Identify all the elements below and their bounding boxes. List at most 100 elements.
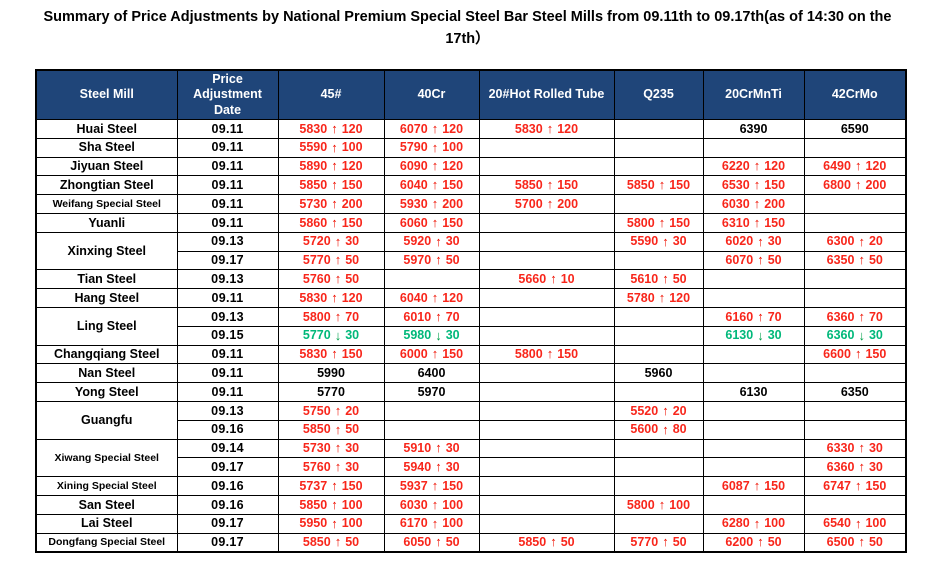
- price-cell: [478, 400, 615, 421]
- price-cell: 5700 ↑ 200: [478, 194, 615, 214]
- change-value: 100: [669, 497, 691, 512]
- price-cell-content: 5860 ↑ 150: [299, 216, 362, 229]
- change-value: 50: [672, 535, 687, 550]
- price-cell-content: 6600 ↑ 150: [823, 347, 887, 362]
- price-cell: 5850 ↑ 150: [613, 175, 704, 196]
- price-cell: [803, 212, 907, 233]
- date-cell: 09.11: [176, 156, 279, 177]
- price-cell-content: 5720 ↑ 30: [303, 235, 359, 248]
- price-cell: 5850 ↑ 50: [478, 532, 615, 553]
- price-cell: 5890 ↑ 120: [277, 156, 385, 177]
- change-value: 70: [345, 309, 360, 324]
- price-value: 6330: [826, 441, 855, 456]
- price-value: 6360: [826, 459, 855, 474]
- price-value: 5860: [299, 215, 328, 230]
- price-value: 6360: [826, 328, 855, 343]
- price-value: 6590: [840, 121, 869, 136]
- up-arrow-icon: ↑: [334, 308, 342, 324]
- price-cell-content: 5600 ↑ 80: [630, 423, 686, 436]
- date-cell: 09.13: [176, 306, 279, 327]
- price-cell-content: 5730 ↑ 200: [299, 196, 362, 211]
- price-cell: 5770 ↑ 50: [613, 532, 704, 553]
- price-cell: [478, 231, 615, 252]
- table-row: 09.16 5850 ↑ 50 5600 ↑ 80: [36, 419, 907, 440]
- column-header: 42CrMo: [803, 69, 907, 120]
- up-arrow-icon: ↑: [431, 214, 439, 230]
- change-value: 150: [865, 347, 887, 362]
- change-value: 150: [764, 478, 786, 493]
- up-arrow-icon: ↑: [858, 252, 865, 268]
- price-cell: [803, 194, 907, 214]
- change-value: 50: [345, 422, 360, 437]
- price-value: 5750: [302, 403, 331, 418]
- date-cell: 09.11: [176, 175, 279, 196]
- date-cell: 09.17: [176, 457, 279, 478]
- change-value: 200: [442, 196, 464, 211]
- price-cell: [702, 400, 805, 421]
- price-cell: 5600 ↑ 80: [613, 419, 704, 440]
- price-cell: [613, 306, 704, 327]
- change-value: 200: [764, 196, 786, 211]
- steel-mill-cell: Sha Steel: [35, 137, 178, 158]
- price-cell-content: 6030 ↑ 200: [722, 196, 786, 212]
- price-value: 5800: [514, 347, 543, 362]
- price-cell: 6360 ↑ 70: [803, 306, 907, 327]
- price-value: 5520: [630, 403, 659, 418]
- steel-mill-cell: Hang Steel: [35, 288, 178, 308]
- price-cell: 5770: [277, 382, 385, 402]
- up-arrow-icon: ↑: [431, 290, 439, 306]
- price-cell: [803, 400, 907, 421]
- steel-mill-cell: Dongfang Special Steel: [35, 532, 178, 553]
- price-cell: [613, 382, 704, 402]
- up-arrow-icon: ↑: [435, 534, 442, 550]
- change-value: 150: [341, 178, 363, 193]
- up-arrow-icon: ↑: [334, 271, 342, 287]
- price-value: 6800: [823, 178, 851, 193]
- up-arrow-icon: ↑: [753, 196, 761, 212]
- price-value: 5850: [299, 497, 328, 512]
- price-cell: 6070 ↑ 50: [702, 250, 805, 271]
- price-value: 6010: [403, 309, 432, 324]
- up-arrow-icon: ↑: [662, 402, 669, 418]
- price-value: 5850: [299, 178, 328, 193]
- date-cell: 09.13: [176, 400, 279, 421]
- up-arrow-icon: ↑: [331, 120, 338, 136]
- price-cell: 5970 ↑ 50: [383, 250, 480, 271]
- price-value: 5730: [302, 441, 331, 456]
- up-arrow-icon: ↑: [331, 214, 338, 230]
- price-cell: 5610 ↑ 50: [613, 269, 704, 290]
- change-value: 30: [345, 441, 360, 456]
- up-arrow-icon: ↑: [334, 440, 342, 456]
- price-cell: [478, 325, 615, 346]
- change-value: 20: [345, 403, 360, 418]
- price-value: 5600: [630, 422, 659, 437]
- price-cell: 6600 ↑ 150: [803, 344, 907, 365]
- price-cell: [702, 363, 805, 384]
- price-cell: 5590 ↑ 100: [277, 137, 385, 158]
- price-cell-content: 5890 ↑ 120: [299, 159, 362, 173]
- up-arrow-icon: ↑: [334, 534, 342, 550]
- change-value: 150: [442, 178, 464, 193]
- price-cell: 6030 ↑ 100: [383, 494, 480, 515]
- price-cell: [803, 269, 907, 290]
- price-cell: 5920 ↑ 30: [383, 231, 480, 252]
- price-value: 5800: [626, 215, 655, 230]
- price-cell-content: 6170 ↑ 100: [400, 517, 463, 530]
- price-value: 5850: [626, 178, 655, 193]
- up-arrow-icon: ↑: [546, 120, 554, 136]
- date-cell: 09.13: [176, 231, 279, 252]
- change-value: 150: [341, 215, 363, 230]
- price-cell-content: 5750 ↑ 20: [303, 404, 359, 417]
- up-arrow-icon: ↑: [431, 346, 439, 362]
- price-cell: [702, 137, 805, 158]
- price-cell: 5860 ↑ 150: [277, 212, 385, 233]
- date-cell: 09.11: [176, 137, 279, 158]
- steel-mill-cell: Ling Steel: [35, 306, 178, 346]
- up-arrow-icon: ↑: [854, 515, 862, 531]
- date-cell: 09.17: [176, 513, 279, 534]
- price-cell-content: 6330 ↑ 30: [826, 441, 883, 456]
- price-cell-content: 5850 ↑ 100: [299, 498, 362, 511]
- price-cell-content: 5850 ↑ 150: [626, 178, 690, 193]
- price-cell: [383, 400, 480, 421]
- price-value: 5730: [299, 196, 328, 211]
